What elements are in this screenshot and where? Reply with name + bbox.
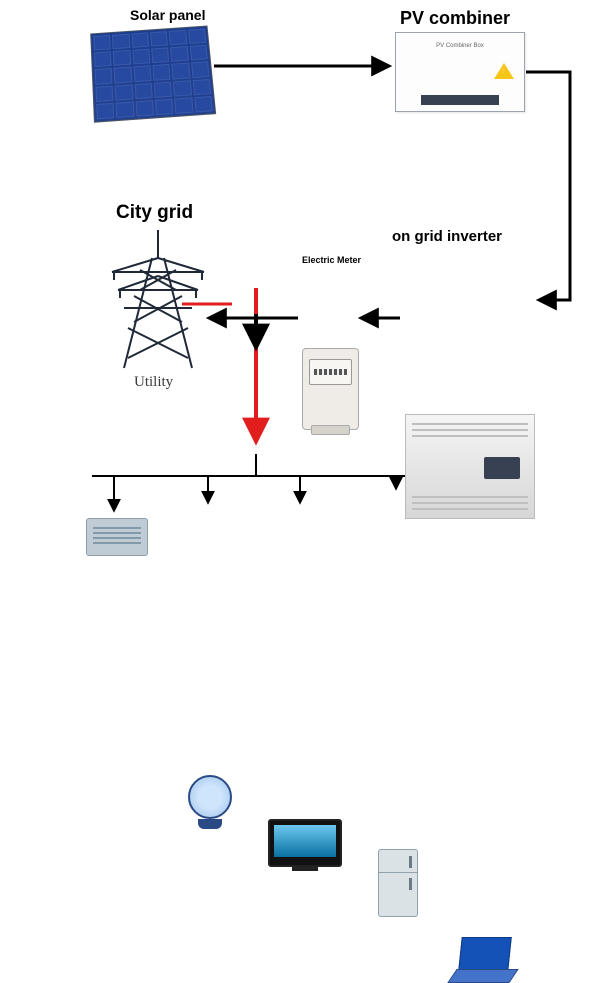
laptop-icon — [452, 937, 516, 981]
solar-panel-label: Solar panel — [130, 7, 205, 23]
tv-icon — [268, 819, 342, 867]
on-grid-inverter-label: on grid inverter — [392, 228, 502, 245]
fridge-icon — [378, 849, 418, 917]
electric-meter-label: Electric Meter — [302, 255, 361, 265]
solar-panel-icon — [90, 25, 216, 122]
on-grid-inverter-icon — [405, 414, 535, 519]
pv-combiner-label: PV combiner — [400, 8, 510, 29]
edge-combiner-to-inverter — [526, 72, 570, 300]
city-grid-label: City grid — [116, 202, 193, 224]
air-conditioner-icon — [86, 518, 148, 556]
fan-icon — [188, 775, 232, 819]
city-grid-tower-icon — [112, 230, 204, 368]
electric-meter-icon — [302, 348, 359, 430]
utility-label: Utility — [134, 374, 173, 391]
pv-combiner-icon: PV Combiner Box — [395, 32, 525, 112]
